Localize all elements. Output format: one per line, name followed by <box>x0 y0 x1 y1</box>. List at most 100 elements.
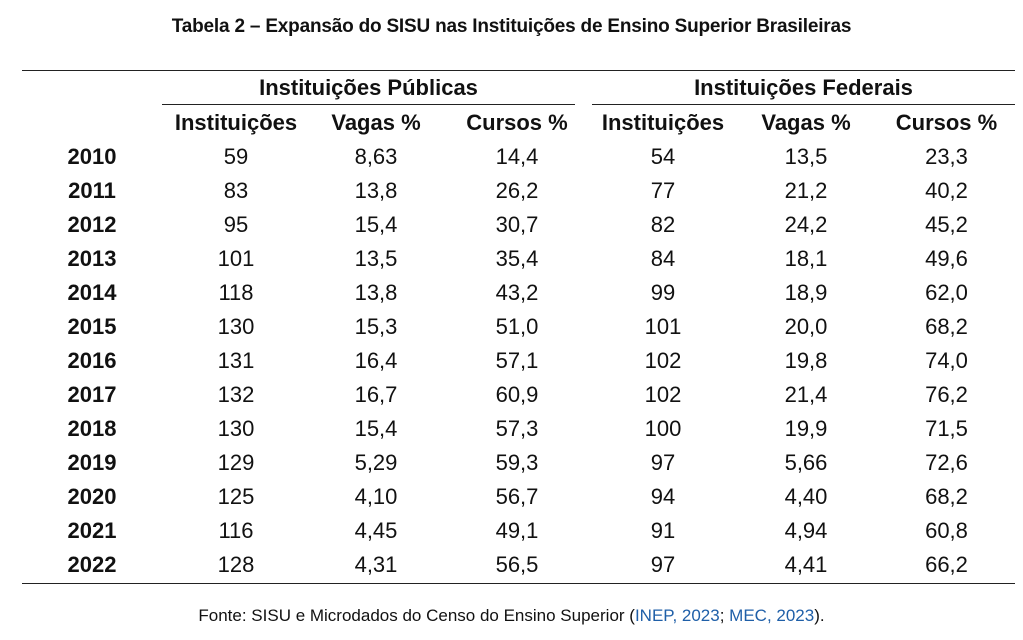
cell-fed-instituicoes: 82 <box>650 212 676 237</box>
cell-year: 2020 <box>67 484 117 509</box>
cell-pub-instituicoes: 59 <box>223 144 249 169</box>
table-row: 2022 128 4,31 56,5 97 4,41 66,2 <box>22 548 1015 582</box>
table-row: 2017 132 16,7 60,9 102 21,4 76,2 <box>22 378 1015 412</box>
cell-fed-vagas: 13,5 <box>784 144 828 169</box>
cell-fed-vagas: 24,2 <box>784 212 828 237</box>
cell-fed-instituicoes: 84 <box>650 246 676 271</box>
cell-fed-cursos: 23,3 <box>925 144 968 169</box>
table-row: 2020 125 4,10 56,7 94 4,40 68,2 <box>22 480 1015 514</box>
data-table: 2010 59 8,63 14,4 54 13,5 23,3 2011 83 13,8 26,2 77… <box>22 140 1015 582</box>
cell-fed-cursos: 71,5 <box>925 416 968 441</box>
cell-pub-instituicoes: 132 <box>217 382 255 407</box>
cell-fed-cursos: 68,2 <box>925 314 968 339</box>
table-row: 2015 130 15,3 51,0 101 20,0 68,2 <box>22 310 1015 344</box>
cell-pub-instituicoes: 83 <box>223 178 249 203</box>
cell-fed-vagas: 5,66 <box>784 450 828 475</box>
source-link-mec[interactable]: MEC, 2023 <box>729 606 815 625</box>
cell-year: 2011 <box>68 178 116 203</box>
group-underline-federais <box>592 104 1015 105</box>
cell-fed-instituicoes: 77 <box>650 178 676 203</box>
cell-pub-cursos: 30,7 <box>495 212 539 237</box>
cell-fed-vagas: 19,9 <box>784 416 828 441</box>
cell-pub-instituicoes: 131 <box>217 348 255 373</box>
cell-pub-instituicoes: 128 <box>217 552 255 577</box>
cell-pub-instituicoes: 118 <box>218 280 254 305</box>
table-row: 2019 129 5,29 59,3 97 5,66 72,6 <box>22 446 1015 480</box>
cell-pub-vagas: 13,5 <box>354 246 398 271</box>
table-row: 2018 130 15,4 57,3 100 19,9 71,5 <box>22 412 1015 446</box>
cell-pub-cursos: 56,5 <box>495 552 539 577</box>
cell-pub-vagas: 8,63 <box>354 144 398 169</box>
cell-fed-instituicoes: 94 <box>650 484 676 509</box>
cell-fed-vagas: 21,4 <box>784 382 828 407</box>
cell-pub-cursos: 49,1 <box>495 518 539 543</box>
cell-pub-vagas: 15,3 <box>354 314 398 339</box>
source-link-inep[interactable]: INEP, 2023 <box>634 606 720 625</box>
cell-fed-vagas: 21,2 <box>784 178 828 203</box>
cell-pub-instituicoes: 95 <box>223 212 249 237</box>
cell-fed-cursos: 66,2 <box>925 552 968 577</box>
cell-fed-instituicoes: 99 <box>650 280 676 305</box>
cell-pub-cursos: 26,2 <box>495 178 539 203</box>
cell-pub-instituicoes: 130 <box>217 416 255 441</box>
cell-pub-cursos: 59,3 <box>495 450 539 475</box>
col-header-pub-cursos: Cursos % <box>466 110 568 135</box>
cell-year: 2021 <box>67 518 117 543</box>
table-bottom-rule <box>22 583 1015 584</box>
cell-fed-instituicoes: 97 <box>650 552 676 577</box>
table-row: 2012 95 15,4 30,7 82 24,2 45,2 <box>22 208 1015 242</box>
cell-fed-instituicoes: 91 <box>650 518 676 543</box>
cell-fed-vagas: 4,94 <box>784 518 828 543</box>
table-row: 2021 116 4,45 49,1 91 4,94 60,8 <box>22 514 1015 548</box>
col-header-fed-cursos: Cursos % <box>895 110 998 135</box>
cell-fed-cursos: 74,0 <box>925 348 968 373</box>
source-separator: ; <box>719 606 730 625</box>
col-header-pub-vagas: Vagas % <box>331 110 421 135</box>
cell-year: 2012 <box>67 212 117 237</box>
cell-pub-cursos: 35,4 <box>495 246 539 271</box>
col-header-pub-instituicoes: Instituições <box>174 110 298 135</box>
source-suffix: ). <box>814 606 825 625</box>
cell-fed-instituicoes: 102 <box>644 382 682 407</box>
group-header-publicas: Instituições Públicas <box>259 75 478 100</box>
col-header-fed-instituicoes: Instituições <box>601 110 725 135</box>
cell-fed-vagas: 4,41 <box>784 552 828 577</box>
cell-fed-cursos: 76,2 <box>925 382 968 407</box>
cell-fed-instituicoes: 102 <box>644 348 682 373</box>
cell-fed-instituicoes: 54 <box>650 144 676 169</box>
cell-fed-instituicoes: 100 <box>644 416 682 441</box>
table-top-rule <box>22 70 1015 71</box>
cell-pub-cursos: 57,3 <box>495 416 539 441</box>
table-row: 2010 59 8,63 14,4 54 13,5 23,3 <box>22 140 1015 174</box>
cell-pub-vagas: 4,31 <box>354 552 398 577</box>
cell-fed-instituicoes: 101 <box>644 314 682 339</box>
cell-year: 2013 <box>67 246 117 271</box>
table-body: 2010 59 8,63 14,4 54 13,5 23,3 2011 83 13,8 26,2 77… <box>22 140 1015 582</box>
cell-fed-cursos: 40,2 <box>925 178 968 203</box>
cell-year: 2015 <box>67 314 117 339</box>
cell-fed-cursos: 45,2 <box>925 212 968 237</box>
col-header-fed-vagas: Vagas % <box>761 110 851 135</box>
cell-pub-vagas: 16,7 <box>354 382 398 407</box>
cell-pub-vagas: 5,29 <box>354 450 398 475</box>
cell-fed-vagas: 4,40 <box>784 484 828 509</box>
cell-year: 2019 <box>67 450 117 475</box>
cell-fed-instituicoes: 97 <box>650 450 676 475</box>
cell-pub-vagas: 4,10 <box>354 484 398 509</box>
cell-pub-vagas: 4,45 <box>354 518 398 543</box>
cell-pub-instituicoes: 129 <box>217 450 255 475</box>
group-underline-publicas <box>162 104 575 105</box>
cell-pub-vagas: 15,4 <box>354 212 398 237</box>
cell-pub-cursos: 57,1 <box>495 348 539 373</box>
cell-pub-cursos: 43,2 <box>495 280 539 305</box>
cell-fed-cursos: 72,6 <box>925 450 968 475</box>
cell-pub-cursos: 60,9 <box>495 382 539 407</box>
table-row: 2011 83 13,8 26,2 77 21,2 40,2 <box>22 174 1015 208</box>
cell-year: 2017 <box>67 382 117 407</box>
cell-pub-instituicoes: 116 <box>218 518 254 543</box>
cell-year: 2022 <box>67 552 117 577</box>
cell-pub-instituicoes: 125 <box>217 484 255 509</box>
cell-pub-vagas: 15,4 <box>354 416 398 441</box>
cell-fed-cursos: 68,2 <box>925 484 968 509</box>
table-row: 2016 131 16,4 57,1 102 19,8 74,0 <box>22 344 1015 378</box>
